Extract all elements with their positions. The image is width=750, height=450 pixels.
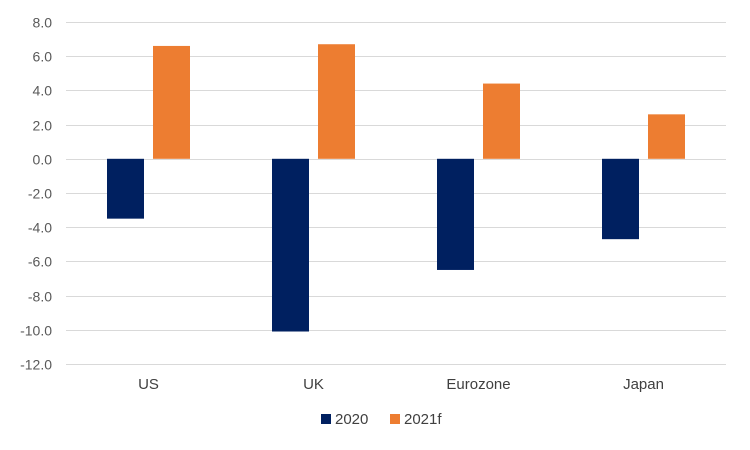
x-axis-category-labels: US UK Eurozone Japan bbox=[138, 376, 664, 393]
y-tick-label: 4.0 bbox=[33, 83, 53, 99]
y-tick-label: 0.0 bbox=[33, 152, 53, 168]
bar-2021f-uk bbox=[318, 44, 355, 159]
bar-2020-eurozone bbox=[437, 158, 474, 270]
legend-swatch-2020 bbox=[321, 414, 331, 424]
bar-2020-japan bbox=[602, 158, 639, 240]
x-category-label: Eurozone bbox=[446, 376, 510, 393]
bar-2021f-us bbox=[153, 45, 190, 159]
y-tick-label: -12.0 bbox=[20, 357, 52, 373]
x-category-label: Japan bbox=[623, 376, 664, 393]
y-tick-label: 2.0 bbox=[33, 118, 53, 134]
bar-2021f-eurozone bbox=[483, 83, 520, 159]
y-tick-label: -2.0 bbox=[28, 186, 52, 202]
legend-swatch-2021f bbox=[390, 414, 400, 424]
legend-label-2020: 2020 bbox=[335, 411, 368, 428]
legend: 2020 2021f bbox=[321, 411, 442, 428]
bar-2020-us bbox=[107, 158, 144, 219]
y-tick-label: -8.0 bbox=[28, 289, 52, 305]
y-tick-label: -4.0 bbox=[28, 220, 52, 236]
bar-2020-uk bbox=[272, 158, 309, 332]
x-category-label: US bbox=[138, 376, 159, 393]
x-category-label: UK bbox=[303, 376, 324, 393]
y-axis-tick-labels: 8.0 6.0 4.0 2.0 0.0 -2.0 -4.0 -6.0 -8.0 -10.0 -12.… bbox=[20, 15, 52, 373]
bar-2021f-japan bbox=[648, 114, 685, 159]
y-tick-label: 6.0 bbox=[33, 49, 53, 65]
y-tick-label: -6.0 bbox=[28, 254, 52, 270]
legend-label-2021f: 2021f bbox=[404, 411, 442, 428]
bars bbox=[107, 44, 685, 332]
y-tick-label: 8.0 bbox=[33, 15, 53, 31]
y-tick-label: -10.0 bbox=[20, 323, 52, 339]
